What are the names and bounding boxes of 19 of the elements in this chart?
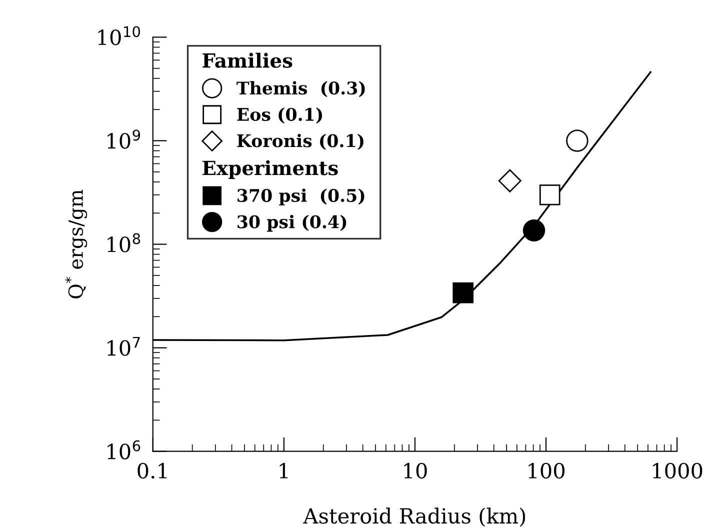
y-tick-label: 10$^{10}$ [98, 26, 140, 46]
x-tick-label: 1 [280, 462, 288, 478]
y-tick-label: 10$^{8}$ [108, 233, 140, 252]
y-tick-label: 10$^{7}$ [108, 336, 140, 356]
y-tick-label: 10$^{6}$ [108, 440, 140, 460]
text: Families [202, 52, 292, 68]
legend-label: Themis (0.3) [236, 81, 365, 98]
x-tick-label: 1000 [653, 462, 702, 479]
text: Experiments [202, 160, 338, 180]
y-tick-label: 10$^{9}$ [108, 130, 140, 149]
y-axis-title: Q$^{*}$ ergs/gm [65, 190, 88, 298]
x-tick-label: 100 [528, 462, 564, 479]
x-tick-label: 0.1 [138, 462, 166, 479]
x-tick-label: 10 [404, 462, 427, 479]
legend-label: 370 psi (0.5) [238, 188, 364, 206]
legend-label: 30 psi (0.4) [238, 214, 346, 232]
x-axis-title: Asteroid Radius (km) [303, 508, 526, 527]
legend-label: Eos (0.1) [237, 108, 322, 124]
legend-label: Koronis (0.1) [237, 134, 364, 150]
